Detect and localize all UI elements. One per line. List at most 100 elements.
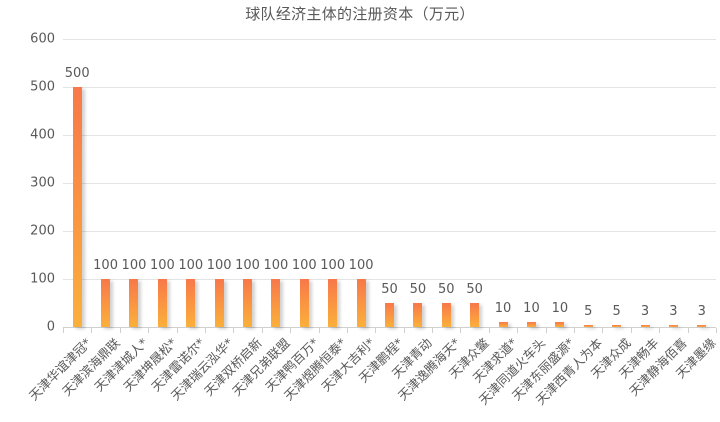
bar[interactable] (441, 303, 451, 327)
bar-fill (612, 324, 622, 327)
x-tick-mark (687, 328, 689, 333)
data-label: 10 (494, 301, 512, 317)
bar-fill (640, 325, 650, 327)
y-tick-label: 500 (30, 79, 55, 95)
data-label: 100 (320, 258, 346, 273)
bar[interactable] (555, 322, 565, 327)
bar[interactable] (583, 324, 593, 327)
x-tick-mark (204, 328, 206, 333)
x-tick-mark (318, 328, 320, 333)
gridline (63, 279, 716, 280)
data-label: 100 (121, 258, 147, 273)
data-label: 3 (640, 304, 650, 319)
bar[interactable] (129, 279, 139, 327)
data-label: 5 (584, 303, 593, 319)
x-tick-mark (233, 328, 235, 333)
bar-fill (526, 322, 536, 327)
x-tick-mark (602, 328, 604, 333)
x-tick-mark (403, 328, 405, 333)
bar[interactable] (526, 322, 536, 327)
x-tick-mark (290, 328, 292, 333)
data-label: 50 (381, 282, 398, 297)
bar[interactable] (157, 279, 167, 327)
bar[interactable] (271, 279, 281, 327)
y-tick-label: 600 (30, 31, 55, 47)
x-tick-mark (517, 328, 519, 333)
x-tick-mark (659, 328, 661, 333)
x-tick-mark (91, 328, 93, 333)
data-label: 10 (551, 301, 569, 317)
bar-fill (157, 279, 167, 327)
bar[interactable] (470, 303, 480, 327)
bar-fill (299, 279, 309, 327)
gridline (63, 87, 716, 88)
bar[interactable] (328, 279, 338, 327)
bar[interactable] (668, 325, 678, 327)
data-label: 5 (612, 303, 621, 319)
bar-fill (328, 279, 338, 327)
data-label: 100 (291, 258, 317, 273)
bar[interactable] (186, 279, 196, 327)
bar[interactable] (356, 279, 366, 327)
x-tick-mark (432, 328, 434, 333)
y-tick-label: 200 (30, 223, 55, 239)
x-tick-mark (63, 328, 64, 333)
bar-fill (697, 325, 707, 327)
bar-fill (214, 279, 224, 327)
plot-area: 500 100 100 100 100 100 100 100 100 100 100 50 50 50 5… (63, 39, 717, 333)
gridline (63, 135, 716, 136)
gridline (63, 39, 716, 40)
x-tick-mark (148, 328, 150, 333)
y-tick-label: 300 (30, 175, 55, 191)
bar[interactable] (385, 303, 394, 327)
bar[interactable] (498, 322, 508, 327)
bar-fill (129, 279, 139, 327)
bar[interactable] (72, 87, 82, 327)
gridline (63, 183, 716, 184)
y-tick-label: 100 (30, 271, 55, 287)
bar[interactable] (413, 303, 423, 327)
x-tick-mark (261, 328, 263, 333)
bar-fill (271, 279, 281, 327)
bar-fill (186, 279, 196, 327)
y-tick-label: 0 (46, 319, 55, 335)
x-tick-mark (545, 328, 547, 333)
bar-fill (101, 279, 111, 327)
x-tick-mark (488, 328, 490, 333)
data-label: 50 (466, 282, 483, 297)
bar-fill (668, 325, 678, 327)
data-label: 50 (409, 282, 427, 297)
x-tick-mark (574, 328, 576, 333)
x-tick-mark (119, 328, 121, 333)
data-label: 500 (64, 66, 90, 81)
bar-fill (413, 303, 423, 327)
x-tick-mark (346, 328, 348, 333)
bar-fill (470, 303, 480, 327)
bar-fill (243, 279, 253, 327)
data-label: 100 (348, 258, 374, 273)
x-tick-mark (375, 328, 377, 333)
data-label: 100 (178, 258, 204, 273)
chart-title: 球队经济主体的注册资本（万元） (245, 5, 475, 23)
bar-fill (356, 279, 366, 327)
bar-fill (72, 87, 82, 327)
data-label: 100 (149, 258, 175, 273)
bar[interactable] (299, 279, 309, 327)
gridline (63, 231, 716, 232)
bar-fill (441, 303, 451, 327)
x-tick-mark (460, 328, 462, 333)
bar-fill (498, 322, 508, 327)
bar[interactable] (101, 279, 111, 327)
data-label: 10 (523, 301, 540, 317)
bar[interactable] (697, 325, 707, 327)
y-tick-label: 400 (30, 127, 55, 143)
data-label: 100 (263, 258, 289, 273)
bar[interactable] (243, 279, 253, 327)
bar[interactable] (640, 325, 650, 327)
bar[interactable] (612, 324, 622, 327)
bar[interactable] (214, 279, 224, 327)
bar-fill (385, 303, 394, 327)
data-label: 100 (93, 258, 118, 273)
x-tick-mark (716, 328, 717, 333)
data-label: 100 (206, 258, 232, 273)
